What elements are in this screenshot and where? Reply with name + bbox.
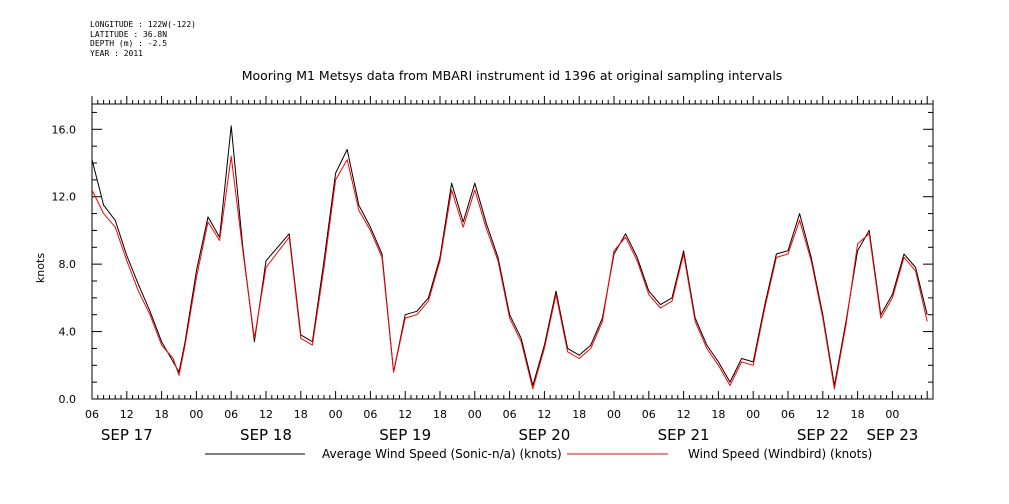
x-date-label: SEP 22 [797,426,849,444]
legend-label-windbird: Wind Speed (Windbird) (knots) [688,447,872,461]
x-tick-label: 00 [468,408,482,421]
depth-label: DEPTH (m) : -2.5 [90,39,168,48]
x-tick-label: 18 [155,408,169,421]
series-line-sonic [91,125,928,386]
x-tick-label: 18 [294,408,308,421]
x-tick-label: 12 [537,408,551,421]
x-date-label: SEP 23 [866,426,918,444]
latitude-label: LATITUDE : 36.8N [90,29,168,39]
y-tick-label: 8.0 [59,258,77,271]
y-axis: 0.0 4.0 8.0 12.0 16.0 [52,111,933,406]
x-tick-label: 06 [642,408,656,421]
x-tick-label: 06 [503,408,517,421]
y-tick-label: 4.0 [59,326,77,339]
x-date-label: SEP 18 [240,426,292,444]
longitude-label: LONGITUDE : 122W(-122) [90,20,196,29]
chart-title: Mooring M1 Metsys data from MBARI instru… [242,68,783,83]
x-tick-label: 06 [781,408,795,421]
x-date-label: SEP 17 [101,426,153,444]
y-axis-label: knots [34,253,47,283]
x-tick-label: 12 [677,408,691,421]
x-tick-label: 06 [363,408,377,421]
y-tick-label: 12.0 [52,191,77,204]
legend-label-sonic: Average Wind Speed (Sonic-n/a) (knots) [322,447,562,461]
x-tick-label: 12 [259,408,273,421]
x-tick-label: 18 [711,408,725,421]
x-tick-label: 00 [329,408,343,421]
x-tick-label: 12 [398,408,412,421]
x-tick-label: 18 [433,408,447,421]
x-tick-label: 12 [120,408,134,421]
x-date-label: SEP 20 [518,426,570,444]
series-lines [91,125,928,390]
plot-frame [91,103,934,400]
x-tick-label: 06 [85,408,99,421]
y-tick-label: 16.0 [52,123,77,136]
metadata-block: LONGITUDE : 122W(-122) LATITUDE : 36.8N … [90,20,196,58]
legend: Average Wind Speed (Sonic-n/a) (knots) W… [205,447,872,461]
y-tick-label: 0.0 [59,393,77,406]
x-axis: 06 12 18 00 06 12 18 00 06 12 18 00 06 12 18 00 06 12 18 00… [85,96,934,444]
x-tick-label: 06 [224,408,238,421]
x-tick-label: 00 [607,408,621,421]
x-date-label: SEP 19 [379,426,431,444]
x-tick-label: 12 [816,408,830,421]
year-label: YEAR : 2011 [90,48,143,58]
series-line-windbird [91,155,928,390]
x-tick-label: 18 [851,408,865,421]
x-date-label: SEP 21 [658,426,710,444]
x-tick-label: 00 [885,408,899,421]
x-tick-label: 00 [189,408,203,421]
x-tick-label: 00 [746,408,760,421]
x-tick-label: 18 [572,408,586,421]
